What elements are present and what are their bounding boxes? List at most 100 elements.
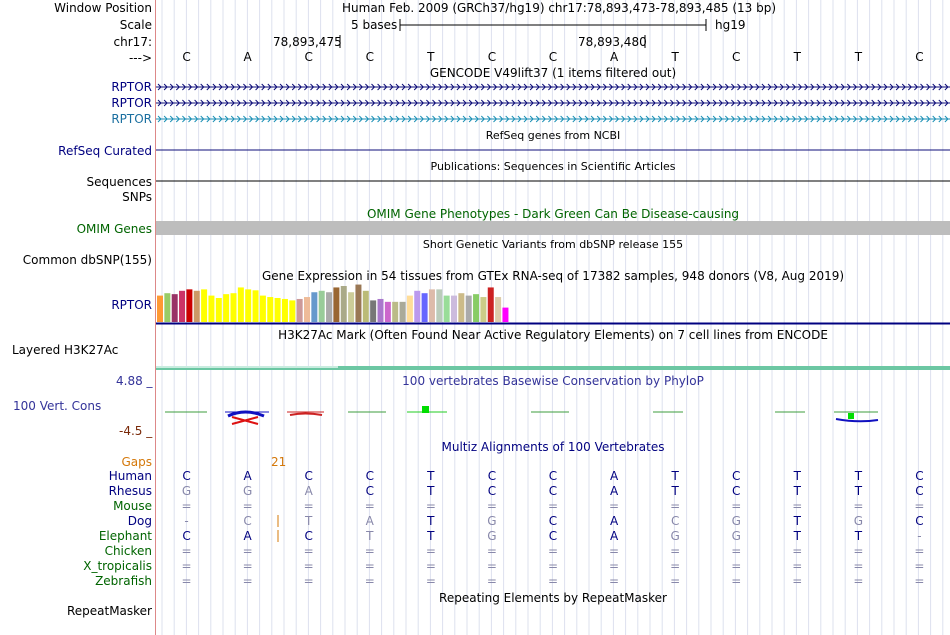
alignment-base: C: [915, 514, 924, 528]
gtex-bar: [281, 298, 288, 322]
sequence-base: A: [609, 50, 619, 64]
dbsnp-label[interactable]: Common dbSNP(155): [22, 253, 152, 267]
gtex-bar: [451, 295, 457, 322]
alignment-base: =: [792, 499, 803, 513]
sequence-base: C: [732, 50, 741, 64]
alignment-base: C: [670, 514, 680, 528]
gencode-label-3[interactable]: RPTOR: [111, 112, 152, 126]
gtex-bar: [348, 292, 355, 322]
alignment-base: G: [853, 514, 864, 528]
alignment-base: =: [486, 559, 497, 573]
gtex-bar: [392, 301, 399, 322]
cons-logo-red-small: [289, 412, 323, 416]
alignment-base: C: [915, 484, 924, 498]
alignment-base: =: [609, 544, 620, 558]
gtex-bar: [436, 289, 443, 322]
gtex-bar: [296, 298, 303, 322]
alignment-base: =: [914, 559, 925, 573]
gencode-label-1[interactable]: RPTOR: [111, 80, 152, 94]
alignment-base: T: [427, 469, 435, 483]
alignment-base: =: [670, 574, 681, 588]
sequences-label[interactable]: Sequences: [86, 175, 152, 189]
alignment-base: C: [915, 469, 924, 483]
alignment-base: =: [731, 559, 742, 573]
dbsnp-track-title[interactable]: Short Genetic Variants from dbSNP releas…: [422, 238, 684, 251]
h3k27ac-track-title[interactable]: H3K27Ac Mark (Often Found Near Active Re…: [278, 328, 828, 342]
gencode-track-title[interactable]: GENCODE V49lift37 (1 items filtered out): [429, 66, 677, 80]
alignment-base: =: [731, 499, 742, 513]
refseq-label[interactable]: RefSeq Curated: [58, 144, 152, 158]
alignment-base: =: [425, 499, 436, 513]
species-label[interactable]: Zebrafish: [95, 574, 152, 588]
alignment-base: =: [486, 544, 497, 558]
h3k27ac-label[interactable]: Layered H3K27Ac: [12, 343, 119, 357]
gtex-bar: [480, 297, 487, 322]
alignment-base: T: [793, 529, 801, 543]
species-label[interactable]: Rhesus: [108, 484, 152, 498]
alignment-base: =: [486, 499, 497, 513]
alignment-base: =: [792, 544, 803, 558]
position-label-2: 78,893,480: [578, 35, 647, 49]
alignment-base: C: [365, 469, 374, 483]
gtex-bar: [237, 287, 244, 322]
alignment-base: =: [731, 544, 742, 558]
gtex-bar: [377, 298, 384, 322]
cons-track-title[interactable]: 100 vertebrates Basewise Conservation by…: [402, 374, 704, 388]
species-label[interactable]: Chicken: [104, 544, 152, 558]
position-label-1: 78,893,475: [273, 35, 342, 49]
cons-logo-red: [231, 416, 259, 425]
alignment-base: C: [182, 469, 191, 483]
gtex-bar: [340, 286, 347, 322]
species-label[interactable]: X_tropicalis: [83, 559, 152, 573]
gtex-bar: [157, 295, 163, 322]
alignment-base: =: [609, 559, 620, 573]
alignment-base: A: [243, 529, 252, 543]
omim-label[interactable]: OMIM Genes: [76, 222, 152, 236]
alignment-base: =: [181, 544, 192, 558]
gtex-bar: [193, 290, 200, 322]
alignment-base: =: [670, 499, 681, 513]
repeatmasker-track-title[interactable]: Repeating Elements by RepeatMasker: [439, 591, 667, 605]
gencode-label-2[interactable]: RPTOR: [111, 96, 152, 110]
repeatmasker-label[interactable]: RepeatMasker: [66, 604, 152, 618]
cons-logo-blue: [227, 410, 265, 418]
alignment-base: G: [487, 529, 497, 543]
snps-label[interactable]: SNPs: [122, 190, 152, 204]
alignment-base: =: [364, 544, 375, 558]
gtex-label[interactable]: RPTOR: [111, 298, 152, 312]
gtex-bar: [245, 289, 252, 322]
sequence-base: T: [427, 50, 435, 64]
gtex-bar: [311, 292, 318, 322]
alignment-base: A: [609, 469, 619, 483]
gtex-bar: [274, 298, 281, 322]
pubs-track-title[interactable]: Publications: Sequences in Scientific Ar…: [430, 160, 676, 173]
gtex-bar: [421, 293, 428, 322]
cons-label[interactable]: 100 Vert. Cons: [13, 399, 102, 413]
strand-label: --->: [128, 51, 152, 65]
alignment-base: C: [243, 514, 252, 528]
window-position-value[interactable]: Human Feb. 2009 (GRCh37/hg19) chr17:78,8…: [342, 1, 777, 15]
species-label[interactable]: Elephant: [98, 529, 152, 543]
gtex-track-title[interactable]: Gene Expression in 54 tissues from GTEx …: [261, 269, 845, 283]
gtex-bar: [318, 290, 325, 322]
alignment-base: C: [548, 529, 558, 543]
refseq-track-title[interactable]: RefSeq genes from NCBI: [485, 129, 621, 142]
alignment-base: =: [547, 559, 559, 573]
species-label[interactable]: Human: [108, 469, 152, 483]
sequence-base: C: [915, 50, 924, 64]
species-label[interactable]: Mouse: [113, 499, 152, 513]
alignment-base: =: [670, 559, 681, 573]
gaps-label[interactable]: Gaps: [121, 455, 152, 469]
alignment-base: A: [609, 514, 619, 528]
alignment-base: =: [853, 559, 864, 573]
species-label[interactable]: Dog: [127, 514, 152, 528]
sequence-base: T: [671, 50, 679, 64]
alignment-base: C: [732, 484, 741, 498]
omim-track-title[interactable]: OMIM Gene Phenotypes - Dark Green Can Be…: [366, 207, 740, 221]
label-divider: [155, 0, 156, 635]
multiz-track-title[interactable]: Multiz Alignments of 100 Vertebrates: [441, 440, 665, 454]
alignment-base: =: [486, 574, 497, 588]
alignment-base: =: [792, 574, 803, 588]
alignment-base: =: [242, 574, 253, 588]
